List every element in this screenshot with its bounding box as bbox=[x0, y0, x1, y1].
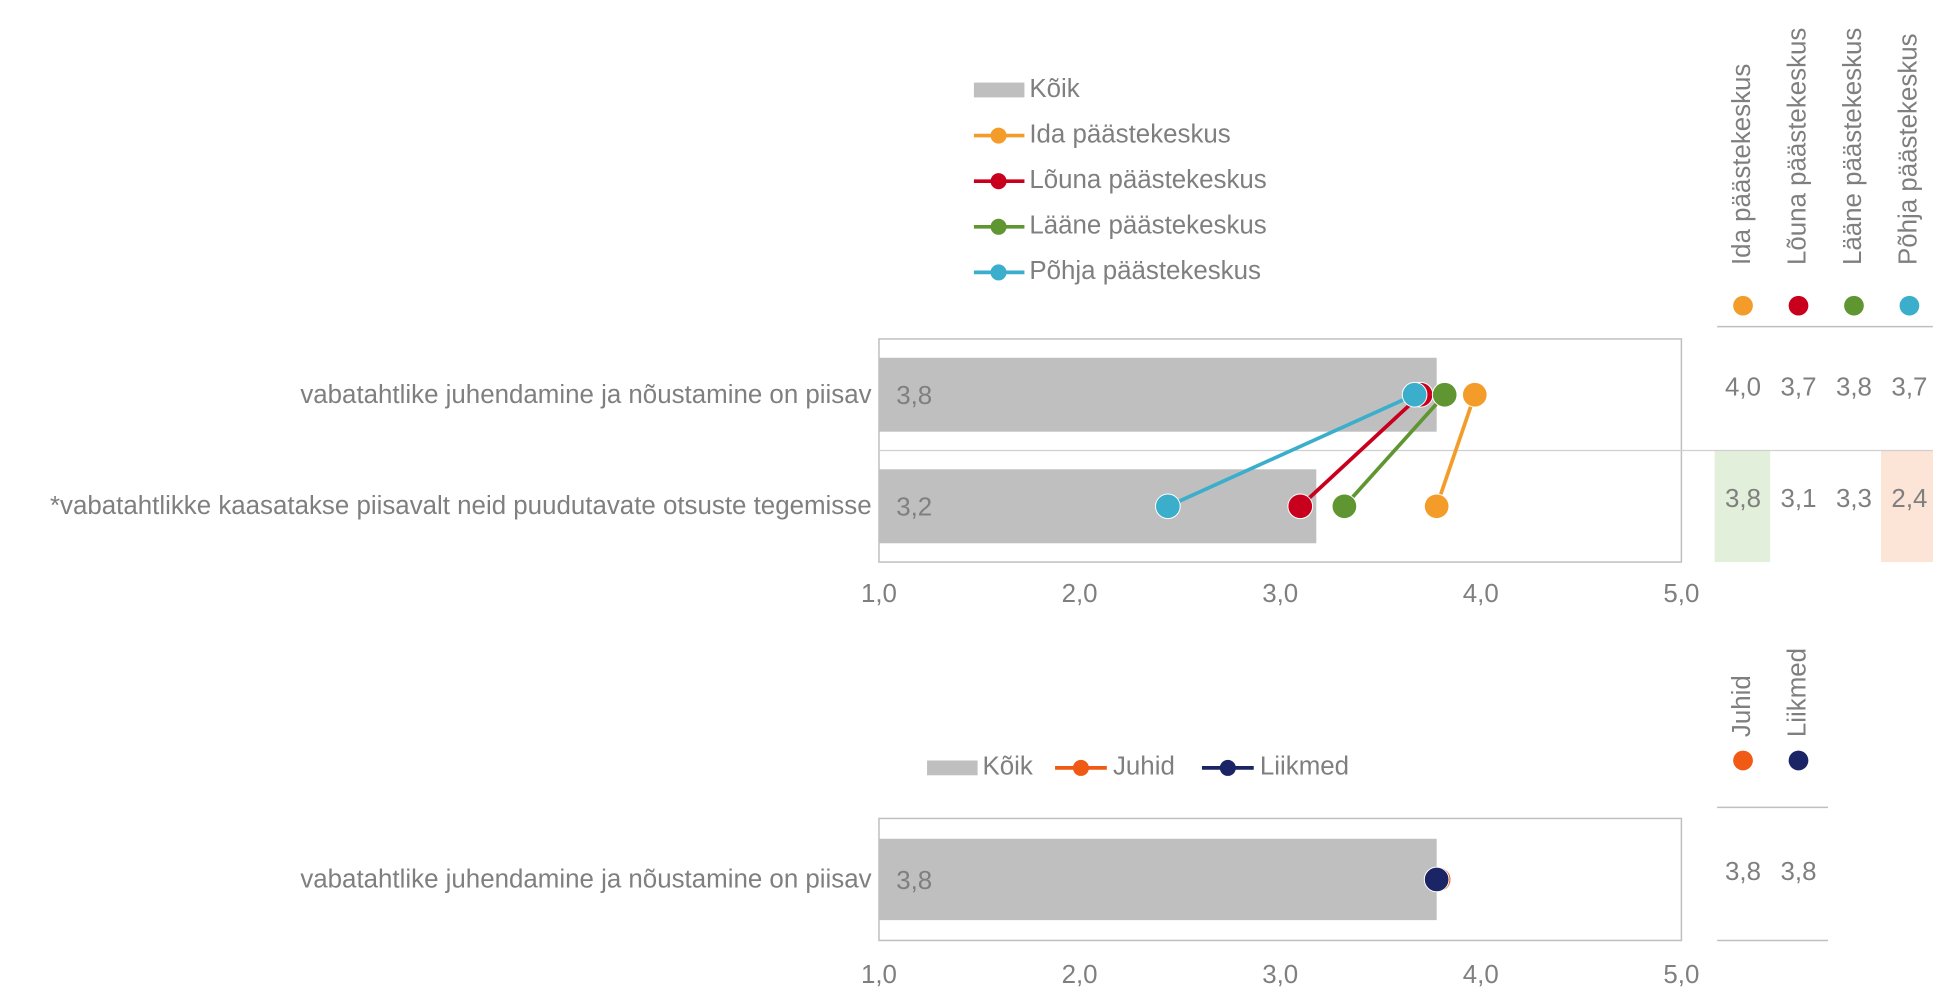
table-header: Ida päästekeskus bbox=[1728, 64, 1756, 265]
x-tick-label: 4,0 bbox=[1463, 580, 1499, 608]
legend-marker bbox=[990, 173, 1007, 190]
table-header: Juhid bbox=[1728, 675, 1756, 737]
legend-label: Kõik bbox=[983, 753, 1033, 781]
x-tick-label: 1,0 bbox=[861, 961, 897, 989]
category-label-box: *vabatahtlikke kaasatakse piisavalt neid… bbox=[49, 491, 872, 521]
table-header-marker bbox=[1733, 750, 1753, 771]
bar-value-label: 3,8 bbox=[896, 867, 932, 895]
table-value: 3,3 bbox=[1836, 485, 1872, 513]
table-header-marker bbox=[1844, 295, 1864, 316]
dot bbox=[1331, 493, 1358, 520]
table-value: 3,1 bbox=[1781, 485, 1817, 513]
series-line bbox=[1167, 393, 1416, 508]
category-label: vabatahtlike juhendamine ja nõustamine o… bbox=[300, 380, 872, 409]
series-line bbox=[1434, 394, 1477, 507]
dot bbox=[1461, 381, 1488, 408]
bar-value-label: 3,2 bbox=[896, 494, 932, 522]
table-value: 3,8 bbox=[1836, 373, 1872, 401]
table-value: 3,7 bbox=[1891, 373, 1927, 401]
legend-label: Juhid bbox=[1113, 753, 1175, 781]
table-header-marker bbox=[1788, 750, 1809, 771]
dot bbox=[1423, 493, 1450, 520]
table-cell-bg bbox=[1881, 450, 1933, 563]
dot bbox=[1431, 381, 1458, 408]
bar-value-label: 3,8 bbox=[896, 382, 932, 410]
legend-swatch bbox=[973, 82, 1025, 98]
bar bbox=[878, 469, 1317, 544]
dot bbox=[1423, 866, 1450, 893]
legend-label: Ida päästekeskus bbox=[1029, 120, 1230, 148]
table-header: Põhja päästekeskus bbox=[1894, 33, 1922, 265]
legend-swatch bbox=[927, 760, 978, 776]
dot bbox=[1287, 493, 1314, 520]
table-value: 3,7 bbox=[1781, 373, 1817, 401]
x-tick-label: 3,0 bbox=[1262, 961, 1298, 989]
legend-marker bbox=[990, 218, 1007, 235]
x-tick-label: 5,0 bbox=[1663, 961, 1699, 989]
category-label-box: vabatahtlike juhendamine ja nõustamine o… bbox=[300, 380, 872, 409]
legend-marker bbox=[990, 127, 1007, 144]
legend-label: Lõuna päästekeskus bbox=[1029, 166, 1266, 194]
dot bbox=[1155, 493, 1181, 520]
x-tick-label: 5,0 bbox=[1663, 580, 1699, 608]
table-value: 3,8 bbox=[1725, 858, 1761, 886]
table-value: 3,8 bbox=[1725, 485, 1761, 513]
category-label-box: vabatahtlike juhendamine ja nõustamine o… bbox=[300, 865, 872, 894]
table-header-marker bbox=[1733, 295, 1753, 316]
table-header: Lääne päästekeskus bbox=[1839, 28, 1867, 265]
series-line bbox=[1298, 393, 1422, 508]
x-tick-label: 4,0 bbox=[1463, 961, 1499, 989]
table-header: Lõuna päästekeskus bbox=[1783, 28, 1811, 265]
legend-label: Liikmed bbox=[1260, 753, 1349, 781]
x-tick-label: 1,0 bbox=[861, 580, 897, 608]
legend-marker bbox=[1072, 759, 1089, 776]
table-value: 3,8 bbox=[1781, 858, 1817, 886]
table-header-marker bbox=[1788, 295, 1809, 316]
bar bbox=[878, 357, 1437, 432]
series-line bbox=[1343, 393, 1447, 508]
table-cell-bg bbox=[1714, 450, 1771, 563]
category-label: *vabatahtlikke kaasatakse piisavalt neid… bbox=[49, 491, 872, 521]
bar bbox=[878, 838, 1437, 921]
x-tick-label: 2,0 bbox=[1062, 580, 1098, 608]
dot bbox=[1401, 381, 1428, 408]
legend-label: Lääne päästekeskus bbox=[1029, 212, 1266, 240]
x-tick-label: 2,0 bbox=[1062, 961, 1098, 989]
x-tick-label: 3,0 bbox=[1262, 580, 1298, 608]
table-value: 2,4 bbox=[1891, 485, 1927, 513]
legend-label: Kõik bbox=[1029, 75, 1079, 103]
legend-marker bbox=[1219, 759, 1236, 776]
legend-label: Põhja päästekeskus bbox=[1029, 257, 1261, 285]
legend-marker bbox=[990, 264, 1007, 281]
table-header: Liikmed bbox=[1783, 648, 1811, 737]
table-value: 4,0 bbox=[1725, 373, 1761, 401]
category-label: vabatahtlike juhendamine ja nõustamine o… bbox=[300, 865, 872, 894]
table-header-marker bbox=[1899, 295, 1920, 316]
